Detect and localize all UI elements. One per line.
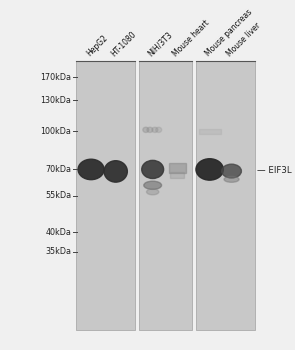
Ellipse shape [147,127,153,133]
Ellipse shape [196,159,223,180]
Text: Mouse pancreas: Mouse pancreas [203,8,254,58]
Text: Mouse heart: Mouse heart [171,18,211,58]
Ellipse shape [144,181,162,189]
Ellipse shape [152,127,158,133]
Bar [171,173,184,179]
Ellipse shape [142,160,164,178]
Ellipse shape [224,176,239,182]
Ellipse shape [156,127,162,133]
Text: 35kDa: 35kDa [45,247,71,257]
Bar [199,128,221,134]
Text: HepG2: HepG2 [85,34,109,58]
Text: 55kDa: 55kDa [45,191,71,200]
Text: 100kDa: 100kDa [40,127,71,136]
Bar [196,61,255,329]
Ellipse shape [104,161,127,182]
Text: — EIF3L: — EIF3L [257,166,291,175]
Text: HT-1080: HT-1080 [109,29,138,58]
Bar [139,61,192,329]
Ellipse shape [143,127,149,133]
Text: 130kDa: 130kDa [40,96,71,105]
Text: NIH/3T3: NIH/3T3 [146,30,174,58]
Ellipse shape [78,159,104,180]
Text: Mouse liver: Mouse liver [225,21,263,58]
Ellipse shape [222,164,241,178]
Text: 40kDa: 40kDa [45,228,71,237]
Text: 70kDa: 70kDa [45,165,71,174]
Text: 170kDa: 170kDa [40,72,71,82]
Ellipse shape [147,189,159,195]
Bar [169,163,186,173]
Bar [76,61,135,329]
